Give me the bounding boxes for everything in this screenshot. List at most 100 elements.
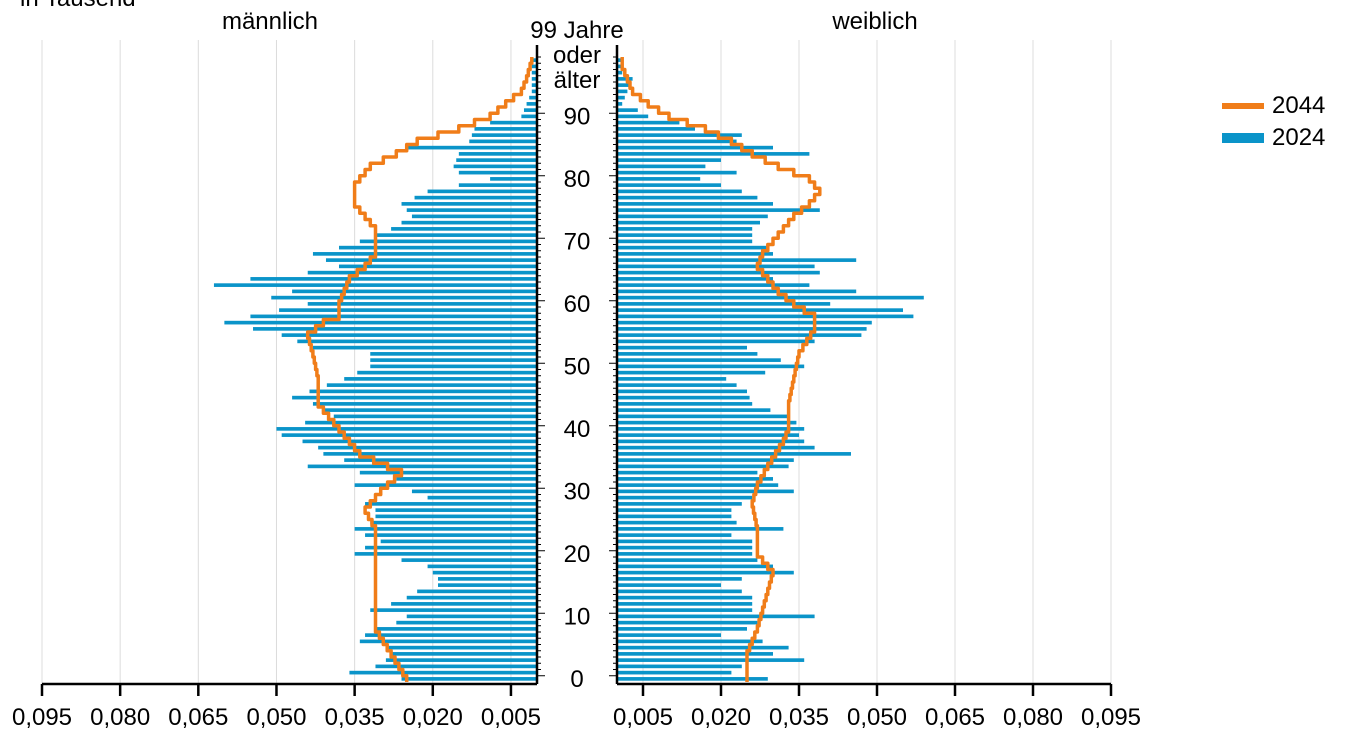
bar-female-age-61 (617, 295, 924, 300)
bar-female-age-67 (617, 258, 857, 262)
age-top-label-line2: oder (553, 42, 601, 69)
bar-female-age-79 (617, 183, 721, 187)
bar-female-age-29 (617, 495, 753, 500)
bar-male-age-16 (438, 577, 537, 581)
bar-male-age-29 (427, 495, 537, 500)
x-tick-label-male-5: 0,080 (90, 704, 150, 731)
bar-male-age-20 (354, 552, 537, 556)
x-tick-label-male-0: 0,005 (481, 704, 541, 731)
bar-male-age-84 (458, 152, 537, 156)
bar-male-age-33 (359, 470, 537, 475)
bar-female-age-3 (617, 658, 805, 662)
age-tick-label-70: 70 (564, 228, 591, 255)
line-2044-male (305, 57, 534, 682)
legend-label-2024: 2024 (1272, 124, 1326, 151)
x-tick-label-female-6: 0,095 (1081, 704, 1141, 731)
bar-female-age-60 (617, 302, 831, 306)
bar-female-age-95 (617, 83, 630, 87)
bar-male-age-17 (432, 570, 537, 575)
bar-male-age-30 (411, 489, 537, 494)
bar-female-age-31 (617, 483, 779, 487)
bar-female-age-23 (617, 533, 732, 537)
bar-female-age-18 (617, 564, 773, 569)
bar-female-age-43 (617, 408, 771, 412)
bar-male-age-85 (406, 145, 537, 150)
age-tick-label-0: 0 (570, 666, 583, 693)
bar-male-age-43 (323, 408, 537, 412)
bar-female-age-51 (617, 358, 781, 362)
bar-female-age-64 (617, 277, 773, 281)
legend-item-2044: 2044 (1222, 90, 1325, 122)
bar-female-age-17 (617, 570, 794, 575)
bar-male-age-0 (401, 677, 537, 681)
bar-female-age-5 (617, 645, 789, 650)
bar-female-age-8 (617, 627, 747, 631)
bar-male-age-2 (375, 664, 537, 669)
legend-item-2024: 2024 (1222, 122, 1325, 154)
bar-female-age-50 (617, 364, 805, 369)
legend-label-2044: 2044 (1272, 92, 1326, 119)
bar-male-age-19 (401, 558, 537, 562)
bar-male-age-34 (307, 464, 537, 469)
bar-female-age-37 (617, 445, 815, 450)
bar-male-age-7 (365, 633, 537, 637)
bar-male-age-35 (344, 458, 537, 462)
bar-female-age-73 (617, 220, 760, 225)
bar-female-age-25 (617, 520, 737, 525)
bar-male-age-36 (323, 452, 537, 456)
bar-male-age-66 (339, 264, 537, 269)
bar-male-age-46 (309, 389, 537, 394)
bar-male-age-38 (302, 439, 537, 444)
bar-male-age-86 (469, 139, 537, 144)
bar-female-age-20 (617, 552, 753, 556)
bar-female-age-41 (617, 420, 797, 425)
x-tick-label-female-4: 0,065 (925, 704, 985, 731)
bar-female-age-55 (617, 333, 862, 337)
bar-female-age-9 (617, 620, 758, 625)
bar-female-age-72 (617, 227, 753, 231)
age-tick-label-30: 30 (564, 478, 591, 505)
bar-female-age-53 (617, 345, 747, 350)
bar-female-age-22 (617, 539, 753, 544)
bar-female-age-80 (617, 177, 701, 181)
bar-male-age-73 (401, 220, 537, 225)
bar-female-age-16 (617, 577, 742, 581)
bar-female-age-74 (617, 214, 768, 219)
x-tick-label-female-5: 0,080 (1003, 704, 1063, 731)
bar-male-age-55 (281, 333, 537, 337)
bar-female-age-66 (617, 264, 815, 269)
bar-female-age-54 (617, 339, 815, 344)
bar-male-age-80 (490, 177, 537, 181)
bar-female-age-11 (617, 608, 753, 612)
bar-male-age-96 (531, 77, 537, 81)
age-tick-label-90: 90 (564, 103, 591, 130)
bar-male-age-68 (312, 252, 537, 256)
bar-male-age-74 (411, 214, 537, 219)
lines-2044 (305, 57, 822, 682)
bar-female-age-84 (617, 152, 810, 156)
bar-male-age-69 (339, 245, 537, 250)
bar-male-age-45 (292, 395, 537, 400)
bar-male-age-75 (406, 208, 537, 212)
bar-male-age-42 (333, 414, 537, 419)
x-tick-label-male-4: 0,065 (168, 704, 228, 731)
bar-male-age-57 (224, 320, 538, 325)
line-2044-female (620, 57, 822, 682)
bar-female-age-71 (617, 233, 753, 237)
bar-male-age-13 (406, 595, 537, 600)
bar-female-age-57 (617, 320, 872, 325)
bar-female-age-62 (617, 289, 857, 294)
bar-male-age-99 (531, 58, 537, 62)
bar-female-age-42 (617, 414, 789, 419)
x-tick-label-male-1: 0,020 (403, 704, 463, 731)
bar-female-age-21 (617, 545, 753, 550)
bar-female-age-86 (617, 139, 737, 144)
bar-male-age-82 (453, 164, 537, 169)
bar-female-age-1 (617, 670, 732, 675)
bar-male-age-77 (414, 195, 537, 200)
x-tick-label-male-2: 0,035 (325, 704, 385, 731)
bar-male-age-4 (391, 652, 537, 656)
bar-female-age-0 (617, 677, 768, 681)
bar-male-age-25 (370, 520, 537, 525)
bar-female-age-19 (617, 558, 758, 562)
